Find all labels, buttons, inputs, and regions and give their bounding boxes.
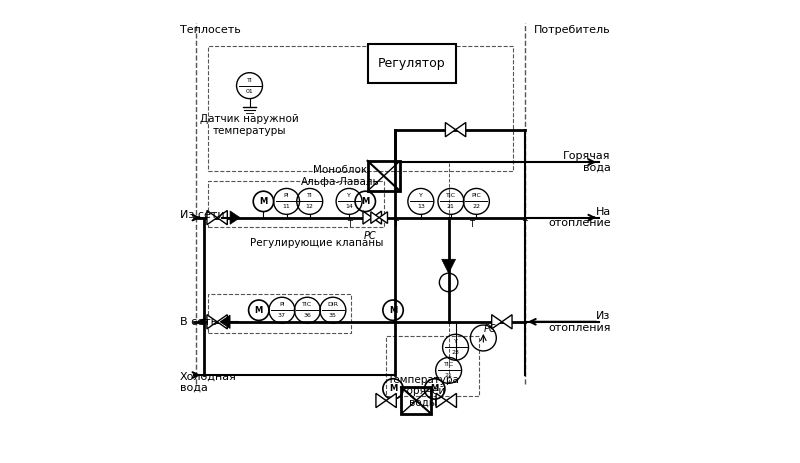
- Text: 23: 23: [451, 350, 459, 355]
- Text: TI: TI: [307, 194, 313, 199]
- FancyBboxPatch shape: [367, 44, 455, 83]
- Polygon shape: [372, 211, 382, 224]
- Text: Температура
горячей
воды: Температура горячей воды: [387, 375, 459, 408]
- Text: 14: 14: [345, 204, 353, 209]
- Text: В сеть: В сеть: [180, 317, 218, 327]
- Text: 37: 37: [278, 313, 286, 318]
- Text: Из
отопления: Из отопления: [548, 311, 610, 332]
- Text: Горячая
вода: Горячая вода: [563, 151, 610, 173]
- Polygon shape: [363, 211, 372, 224]
- Text: Y: Y: [347, 194, 351, 199]
- Polygon shape: [442, 259, 455, 273]
- Text: 01: 01: [246, 88, 254, 94]
- Polygon shape: [436, 394, 446, 407]
- Polygon shape: [492, 315, 502, 329]
- Text: 36: 36: [303, 313, 311, 318]
- Text: 11: 11: [282, 204, 290, 209]
- Text: PI: PI: [284, 194, 290, 199]
- Text: Y: Y: [454, 339, 458, 344]
- Text: T: T: [393, 220, 398, 229]
- Text: Y: Y: [419, 194, 422, 199]
- Text: Датчик наружной
температуры: Датчик наружной температуры: [200, 114, 299, 136]
- Polygon shape: [217, 315, 227, 329]
- Text: 12: 12: [306, 204, 314, 209]
- Text: M: M: [361, 197, 370, 206]
- Text: 35: 35: [329, 313, 337, 318]
- Text: M: M: [389, 384, 397, 394]
- Polygon shape: [207, 211, 217, 225]
- Text: M: M: [254, 306, 263, 315]
- Text: T: T: [470, 220, 474, 229]
- Text: РС: РС: [484, 324, 497, 334]
- Bar: [401, 387, 431, 414]
- Text: Теплосеть: Теплосеть: [180, 25, 241, 35]
- Text: 13: 13: [417, 204, 425, 209]
- Text: Потребитель: Потребитель: [534, 25, 610, 35]
- Text: DIR: DIR: [327, 302, 338, 307]
- Polygon shape: [386, 394, 396, 407]
- Polygon shape: [446, 394, 457, 407]
- Text: Регулятор: Регулятор: [378, 57, 446, 70]
- Text: TI: TI: [246, 78, 253, 83]
- Text: TIC: TIC: [302, 302, 313, 307]
- Text: T: T: [346, 220, 351, 229]
- Polygon shape: [230, 211, 240, 224]
- Text: M: M: [259, 197, 267, 206]
- Text: Регулирующие клапаны: Регулирующие клапаны: [250, 238, 383, 248]
- Polygon shape: [379, 212, 387, 224]
- Polygon shape: [207, 315, 217, 329]
- Polygon shape: [446, 123, 455, 137]
- Text: PI: PI: [279, 302, 285, 307]
- Text: TIC: TIC: [446, 194, 456, 199]
- Text: На
отопление: На отопление: [548, 207, 610, 228]
- Text: M: M: [430, 384, 439, 394]
- Text: M: M: [389, 306, 397, 315]
- Text: PIC: PIC: [471, 194, 482, 199]
- Text: TIC: TIC: [443, 363, 454, 368]
- Text: 22: 22: [472, 204, 480, 209]
- Polygon shape: [220, 315, 230, 328]
- Polygon shape: [455, 123, 466, 137]
- Polygon shape: [371, 212, 379, 224]
- Text: Из сети: Из сети: [180, 210, 225, 220]
- Polygon shape: [376, 394, 386, 407]
- Text: 21: 21: [447, 204, 455, 209]
- Text: РС: РС: [363, 231, 376, 241]
- Text: 21: 21: [445, 373, 453, 378]
- Text: Холодная
вода: Холодная вода: [180, 371, 237, 393]
- Polygon shape: [217, 211, 227, 225]
- Bar: [367, 161, 400, 191]
- Text: Моноблок
Альфа-Лаваль: Моноблок Альфа-Лаваль: [301, 165, 379, 187]
- Polygon shape: [502, 315, 512, 329]
- Text: T: T: [522, 220, 527, 229]
